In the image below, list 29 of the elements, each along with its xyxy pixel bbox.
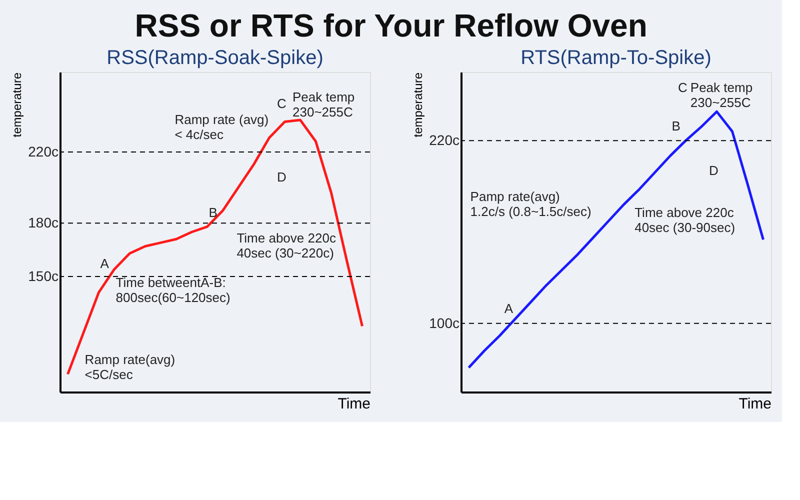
annotation: C: [277, 96, 286, 111]
chart-subtitle: RTS(Ramp-To-Spike): [520, 47, 712, 69]
annotation: C: [678, 80, 688, 95]
y-tick-label: 220c: [429, 132, 460, 148]
annotation: Time above 220c 40sec (30-90sec): [634, 204, 736, 235]
annotation: D: [709, 163, 718, 178]
annotation: B: [672, 118, 680, 134]
annotation: B: [208, 204, 218, 220]
x-axis-title: Time: [338, 396, 370, 412]
y-tick-label: 150c: [28, 268, 58, 284]
chart-subtitle: RSS(Ramp-Soak-Spike): [106, 47, 324, 69]
y-axis-title: temperature: [10, 72, 24, 138]
annotation: Pamp rate(avg) 1.2c/s (0.8~1.5c/sec): [470, 188, 592, 219]
line-series: [468, 110, 764, 369]
annotation: Ramp rate (avg) < 4c/sec: [174, 112, 269, 142]
annotation: D: [277, 170, 286, 185]
annotation: Time above 220c 40sec (30~220c): [236, 230, 336, 260]
x-axis-title: Time: [738, 396, 772, 412]
annotation: Time betweentA-B: 800sec(60~120sec): [116, 275, 230, 306]
chart-title: RSS or RTS for Your Reflow Oven: [134, 8, 648, 44]
y-tick-label: 180c: [28, 214, 58, 231]
annotation: A: [100, 256, 110, 271]
annotation: Peak temp 230~255C: [292, 90, 355, 120]
y-tick-label: 100c: [429, 314, 460, 331]
y-tick-label: 220c: [28, 144, 58, 160]
annotation: A: [504, 300, 514, 316]
annotation: Ramp rate(avg) <5C/sec: [84, 352, 176, 382]
annotation: Peak temp 230~255C: [690, 80, 753, 110]
y-axis-title: temperature: [411, 72, 426, 138]
